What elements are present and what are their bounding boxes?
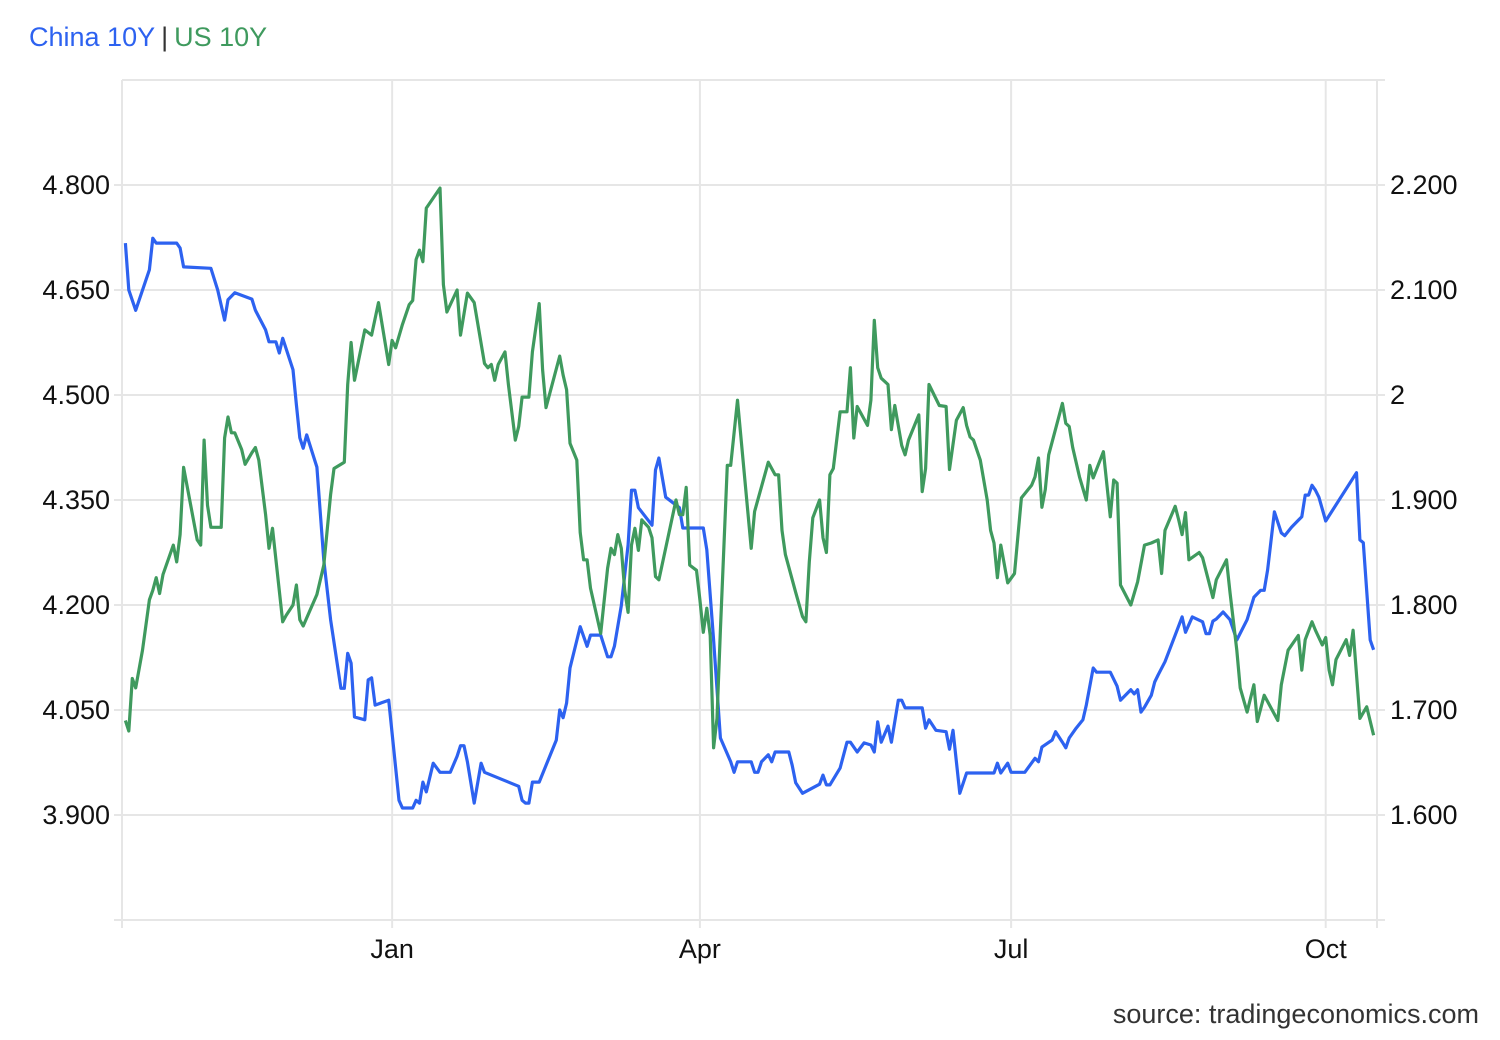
left-tick-label: 4.500 [42,380,110,410]
right-tick-label: 1.600 [1390,800,1458,830]
china-10y-line [123,236,1376,810]
right-tick-label: 2 [1390,380,1405,410]
left-axis: 4.800 4.650 4.500 4.350 4.200 4.050 3.900 [42,170,110,830]
left-tick-label: 4.200 [42,590,110,620]
source-credit: source: tradingeconomics.com [1112,999,1479,1029]
left-tick-label: 4.800 [42,170,110,200]
left-tick-label: 4.050 [42,695,110,725]
left-tick-label: 4.650 [42,275,110,305]
right-tick-label: 1.900 [1390,485,1458,515]
x-tick-label: Apr [679,934,721,964]
x-axis: Jan Apr Jul Oct [370,934,1347,964]
right-tick-label: 1.800 [1390,590,1458,620]
series-lines [123,186,1376,810]
x-tick-label: Jul [994,934,1029,964]
right-tick-label: 2.200 [1390,170,1458,200]
legend-separator: | [161,22,169,52]
legend: China 10Y | US 10Y [29,22,267,53]
x-tick-label: Jan [370,934,414,964]
gridlines [114,79,1385,928]
right-tick-label: 2.100 [1390,275,1458,305]
legend-china-10y[interactable]: China 10Y [29,22,156,52]
us-10y-line [123,186,1376,750]
left-tick-label: 4.350 [42,485,110,515]
right-tick-label: 1.700 [1390,695,1458,725]
x-tick-label: Oct [1305,934,1348,964]
right-axis: 2.200 2.100 2 1.900 1.800 1.700 1.600 [1390,170,1458,830]
left-tick-label: 3.900 [42,800,110,830]
legend-us-10y[interactable]: US 10Y [174,22,268,52]
